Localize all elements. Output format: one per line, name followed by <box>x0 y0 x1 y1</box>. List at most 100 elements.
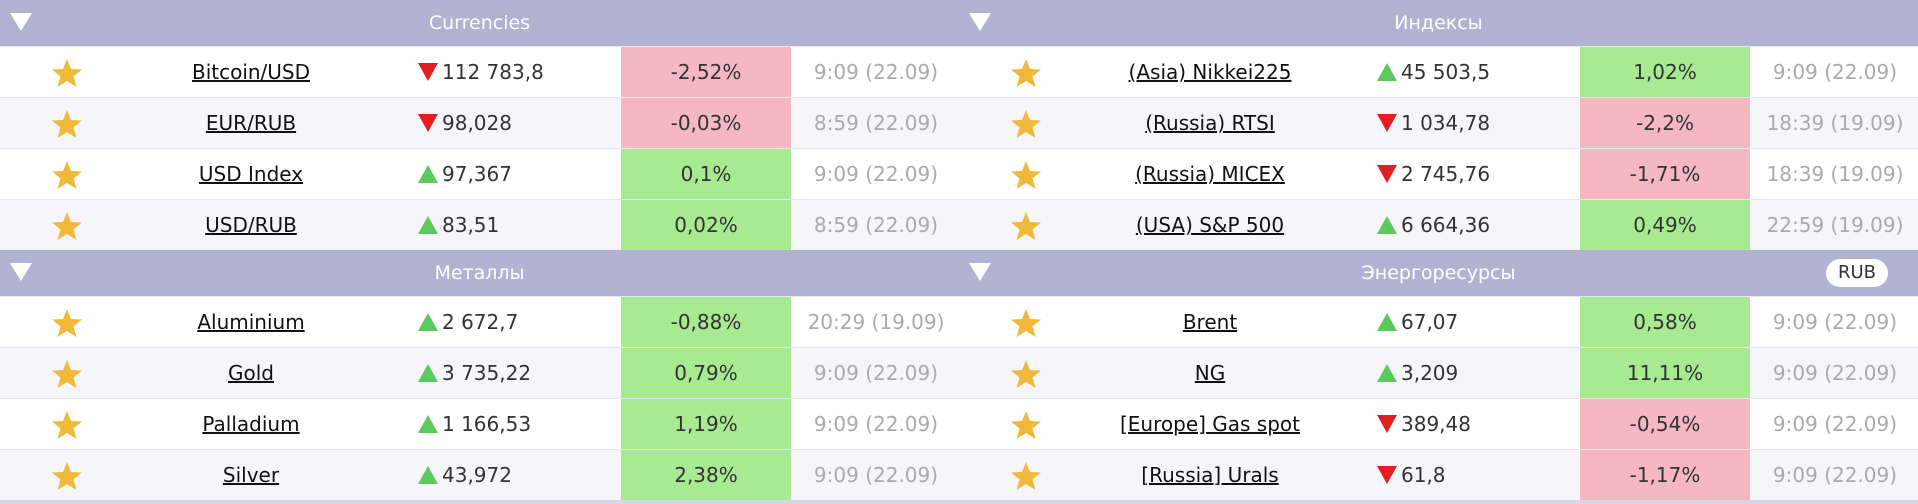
favorite-star-shape <box>52 462 82 490</box>
instrument-name[interactable]: (Russia) RTSI <box>1145 111 1275 135</box>
change-percent: 0,58% <box>1580 297 1750 347</box>
change-percent: 0,79% <box>621 348 791 398</box>
section: Индексы (Asia) Nikkei225 45 503,5 1,02% 9:09… <box>959 0 1918 250</box>
favorite-star[interactable] <box>52 411 82 439</box>
update-time: 18:39 (19.09) <box>1766 162 1904 186</box>
change-percent: 0,02% <box>621 200 791 250</box>
quote-row: Brent 67,07 0,58% 9:09 (22.09) <box>959 296 1918 347</box>
price: 61,8 <box>1401 463 1446 487</box>
favorite-star[interactable] <box>52 309 82 337</box>
quote-row: EUR/RUB 98,028 -0,03% 8:59 (22.09) <box>0 97 959 148</box>
quote-row: Silver 43,972 2,38% 9:09 (22.09) <box>0 449 959 500</box>
quote-row: USD/RUB 83,51 0,02% 8:59 (22.09) <box>0 199 959 250</box>
change-percent: -1,71% <box>1580 149 1750 199</box>
update-time: 9:09 (22.09) <box>813 412 939 436</box>
instrument-name[interactable]: Aluminium <box>197 310 305 334</box>
trend-up-icon <box>1377 216 1397 234</box>
instrument-name[interactable]: (USA) S&P 500 <box>1135 213 1285 237</box>
favorite-star[interactable] <box>1011 110 1041 138</box>
update-time: 9:09 (22.09) <box>813 463 939 487</box>
trend-up-icon-shape <box>418 216 438 234</box>
price: 112 783,8 <box>442 60 544 84</box>
trend-up-icon-shape <box>1377 364 1397 382</box>
price: 2 745,76 <box>1401 162 1491 186</box>
instrument-name[interactable]: [Europe] Gas spot <box>1119 412 1301 436</box>
favorite-star[interactable] <box>52 161 82 189</box>
favorite-star[interactable] <box>52 360 82 388</box>
trend-up-icon-shape <box>1377 63 1397 81</box>
favorite-star-shape <box>52 161 82 189</box>
instrument-name[interactable]: Bitcoin/USD <box>191 60 311 84</box>
instrument-name[interactable]: [Russia] Urals <box>1141 463 1279 487</box>
collapse-toggle-shape <box>969 13 991 31</box>
section-header: Currencies <box>0 0 959 46</box>
instrument-name[interactable]: USD Index <box>198 162 304 186</box>
favorite-star-shape <box>52 212 82 240</box>
favorite-star-shape <box>1011 212 1041 240</box>
collapse-toggle[interactable] <box>10 263 32 283</box>
collapse-toggle[interactable] <box>969 13 991 33</box>
price: 3,209 <box>1401 361 1459 385</box>
favorite-star-shape <box>52 309 82 337</box>
favorite-star[interactable] <box>1011 59 1041 87</box>
favorite-star[interactable] <box>52 212 82 240</box>
trend-down-icon <box>418 63 438 81</box>
change-percent: -0,03% <box>621 98 791 148</box>
instrument-name[interactable]: Palladium <box>202 412 300 436</box>
change-percent: -1,17% <box>1580 450 1750 500</box>
change-percent: -2,2% <box>1580 98 1750 148</box>
change-percent: 1,19% <box>621 399 791 449</box>
favorite-star[interactable] <box>52 110 82 138</box>
quote-row: NG 3,209 11,11% 9:09 (22.09) <box>959 347 1918 398</box>
trend-down-icon <box>1377 114 1397 132</box>
trend-up-icon-shape <box>418 165 438 183</box>
collapse-toggle-shape <box>10 263 32 281</box>
favorite-star[interactable] <box>1011 411 1041 439</box>
favorite-star[interactable] <box>52 462 82 490</box>
favorite-star[interactable] <box>1011 462 1041 490</box>
instrument-name[interactable]: Silver <box>222 463 280 487</box>
favorite-star-shape <box>1011 309 1041 337</box>
instrument-name[interactable]: Brent <box>1182 310 1238 334</box>
trend-up-icon-shape <box>418 415 438 433</box>
favorite-star[interactable] <box>1011 309 1041 337</box>
price: 97,367 <box>442 162 512 186</box>
instrument-name[interactable]: (Asia) Nikkei225 <box>1128 60 1292 84</box>
trend-down-icon <box>1377 466 1397 484</box>
quote-row: USD Index 97,367 0,1% 9:09 (22.09) <box>0 148 959 199</box>
price: 389,48 <box>1401 412 1471 436</box>
instrument-name[interactable]: Gold <box>228 361 274 385</box>
trend-up-icon <box>418 313 438 331</box>
favorite-star[interactable] <box>1011 360 1041 388</box>
update-time: 8:59 (22.09) <box>813 111 939 135</box>
change-percent: -2,52% <box>621 47 791 97</box>
change-percent: 0,1% <box>621 149 791 199</box>
trend-down-icon-shape <box>418 63 438 81</box>
price: 98,028 <box>442 111 512 135</box>
favorite-star-shape <box>1011 59 1041 87</box>
favorite-star[interactable] <box>52 59 82 87</box>
section: Энергоресурсы RUB Brent 67,07 0,58% 9:09 (22.… <box>959 250 1918 500</box>
collapse-toggle[interactable] <box>969 263 991 283</box>
section: Металлы Aluminium 2 672,7 -0,88% 20:29 (19.0… <box>0 250 959 500</box>
favorite-star-shape <box>52 110 82 138</box>
quote-row: [Russia] Urals 61,8 -1,17% 9:09 (22.09) <box>959 449 1918 500</box>
favorite-star[interactable] <box>1011 212 1041 240</box>
trend-up-icon <box>418 364 438 382</box>
update-time: 9:09 (22.09) <box>813 361 939 385</box>
instrument-name[interactable]: USD/RUB <box>205 213 297 237</box>
update-time: 20:29 (19.09) <box>807 310 945 334</box>
instrument-name[interactable]: EUR/RUB <box>205 111 297 135</box>
instrument-name[interactable]: NG <box>1194 361 1226 385</box>
price: 2 672,7 <box>442 310 519 334</box>
trend-up-icon-shape <box>1377 216 1397 234</box>
collapse-toggle[interactable] <box>10 13 32 33</box>
favorite-star[interactable] <box>1011 161 1041 189</box>
price: 1 166,53 <box>442 412 532 436</box>
price: 67,07 <box>1401 310 1459 334</box>
trend-down-icon <box>1377 165 1397 183</box>
favorite-star-shape <box>52 59 82 87</box>
instrument-name[interactable]: (Russia) MICEX <box>1135 162 1285 186</box>
currency-button[interactable]: RUB <box>1825 259 1888 287</box>
